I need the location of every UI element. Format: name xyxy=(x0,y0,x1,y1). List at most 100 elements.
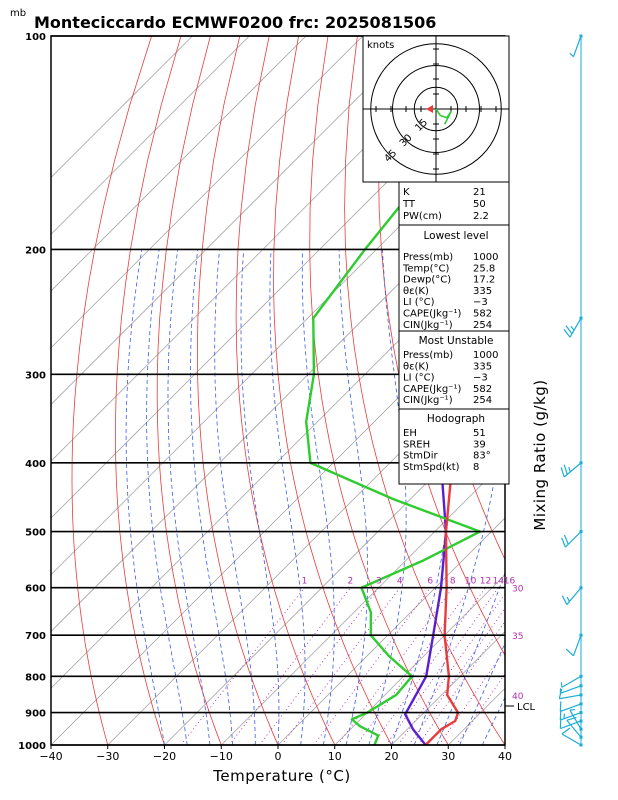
info-row-label: Temp(°C) xyxy=(402,263,450,274)
moist-adiabat-line xyxy=(368,249,407,745)
wind-barb-flag xyxy=(569,708,576,711)
temperature-tick-label: −20 xyxy=(153,750,176,763)
wind-barb-staff xyxy=(560,703,582,712)
wind-barb-flag xyxy=(561,595,568,605)
wind-barb-station xyxy=(579,34,583,38)
wind-barb-flag xyxy=(563,464,568,475)
mixing-ratio-label: 2 xyxy=(348,577,354,587)
wind-barb-staff xyxy=(560,720,582,730)
moist-adiabat-line xyxy=(214,249,256,745)
info-row-label: StmSpd(kt) xyxy=(403,462,460,473)
pressure-tick-label: 900 xyxy=(25,709,46,720)
isotherm-line xyxy=(51,36,420,406)
mixing-ratio-label: 12 xyxy=(480,577,491,587)
wind-barb-flag xyxy=(559,701,562,712)
info-row-label: K xyxy=(403,187,410,198)
wind-barb-flag xyxy=(568,466,571,473)
dry-adiabat-line xyxy=(196,36,279,745)
chart-title: Monteciccardo ECMWF0200 frc: 2025081506 xyxy=(34,13,436,32)
info-row-value: 254 xyxy=(473,395,492,406)
wind-barb-flag xyxy=(566,596,570,602)
x-axis-title: Temperature (°C) xyxy=(212,767,350,785)
wind-barb-station xyxy=(579,743,583,747)
isotherm-line xyxy=(164,403,505,745)
wind-barb-staff xyxy=(566,719,582,738)
wind-barb-station xyxy=(579,711,583,715)
wind-barb-station xyxy=(579,461,583,465)
isotherm-line xyxy=(51,36,193,179)
wind-barb-staff xyxy=(563,462,582,478)
temperature-tick-label: −30 xyxy=(96,750,119,763)
wind-barb-staff xyxy=(560,685,582,694)
temperature-tick-label: 20 xyxy=(385,750,399,763)
wind-barb-station xyxy=(579,719,583,723)
mixing-ratio-line xyxy=(417,620,505,745)
isotherm-side-label: 40 xyxy=(512,692,524,702)
info-row-value: 50 xyxy=(473,199,486,210)
moist-adiabat-line xyxy=(190,249,233,745)
isotherm-side-label: 30 xyxy=(512,585,524,595)
hodograph-trace-segment xyxy=(435,108,442,116)
wind-barb-station xyxy=(579,693,583,697)
wind-barb-station xyxy=(579,316,583,320)
mixing-ratio-line xyxy=(455,673,505,745)
info-row-value: −3 xyxy=(473,297,488,308)
temperature-tick-label: 0 xyxy=(275,750,282,763)
isotherm-line xyxy=(51,36,250,235)
wind-barb xyxy=(558,688,583,700)
wind-barb-staff xyxy=(572,634,582,657)
moist-adiabat-line xyxy=(504,744,505,745)
wind-barb-flag xyxy=(560,682,563,688)
info-row-value: 1000 xyxy=(473,350,498,361)
dry-adiabat-line xyxy=(563,36,618,745)
info-row-label: SREH xyxy=(403,439,430,450)
mixing-ratio-line xyxy=(356,587,471,745)
moist-adiabat-line xyxy=(240,249,280,745)
mixing-ratio-label: 4 xyxy=(397,577,403,587)
pressure-tick-label: 500 xyxy=(25,528,46,539)
info-row-label: LI (°C) xyxy=(403,373,435,384)
wind-barb xyxy=(569,708,583,731)
hodograph-units: knots xyxy=(367,40,394,51)
info-row-value: 582 xyxy=(473,384,492,395)
wind-barb-flag xyxy=(563,328,571,338)
temperature-tick-label: 30 xyxy=(441,750,455,763)
wind-barb-station xyxy=(579,684,583,688)
pressure-tick-label: 100 xyxy=(25,32,46,43)
info-row-value: 254 xyxy=(473,320,492,331)
wind-barb-staff xyxy=(561,675,582,688)
info-row-label: CAPE(Jkg⁻¹) xyxy=(403,384,461,395)
temperature-tick-label: 40 xyxy=(498,750,512,763)
hodograph-trace-segment xyxy=(440,114,448,119)
mixing-ratio-label: 10 xyxy=(465,577,477,587)
storm-motion-marker-icon xyxy=(426,105,433,113)
wind-barb-staff xyxy=(565,531,582,548)
dry-adiabat-line xyxy=(235,36,336,745)
wind-barb xyxy=(559,701,583,712)
wind-barb-flag xyxy=(569,52,574,58)
wind-barb-flag xyxy=(563,534,569,545)
info-row-label: θε(K) xyxy=(403,361,429,372)
isotherm-line xyxy=(51,36,477,462)
wind-barb-staff xyxy=(569,709,582,730)
pressure-tick-label: 800 xyxy=(25,672,46,683)
temperature-tick-label: 10 xyxy=(328,750,342,763)
temperature-tick-label: −10 xyxy=(210,750,233,763)
wind-barb xyxy=(569,34,583,58)
isotherm-line xyxy=(51,36,307,292)
pressure-tick-label: 600 xyxy=(25,584,46,595)
mixing-ratio-line xyxy=(397,593,505,745)
moist-adiabat-line xyxy=(125,249,165,745)
mixing-ratio-axis-title: Mixing Ratio (g/kg) xyxy=(531,379,549,530)
dry-adiabat-line xyxy=(273,36,392,745)
moist-adiabat-line xyxy=(338,249,369,745)
info-row-value: −3 xyxy=(473,373,488,384)
info-row-label: PW(cm) xyxy=(403,211,442,222)
dry-adiabat-line xyxy=(156,36,222,745)
temperature-tick-label: −40 xyxy=(39,750,62,763)
info-row-value: 51 xyxy=(473,428,486,439)
pressure-tick-label: 400 xyxy=(25,459,46,470)
wind-barb-station xyxy=(579,702,583,706)
info-row-label: Dewp(°C) xyxy=(403,275,451,286)
